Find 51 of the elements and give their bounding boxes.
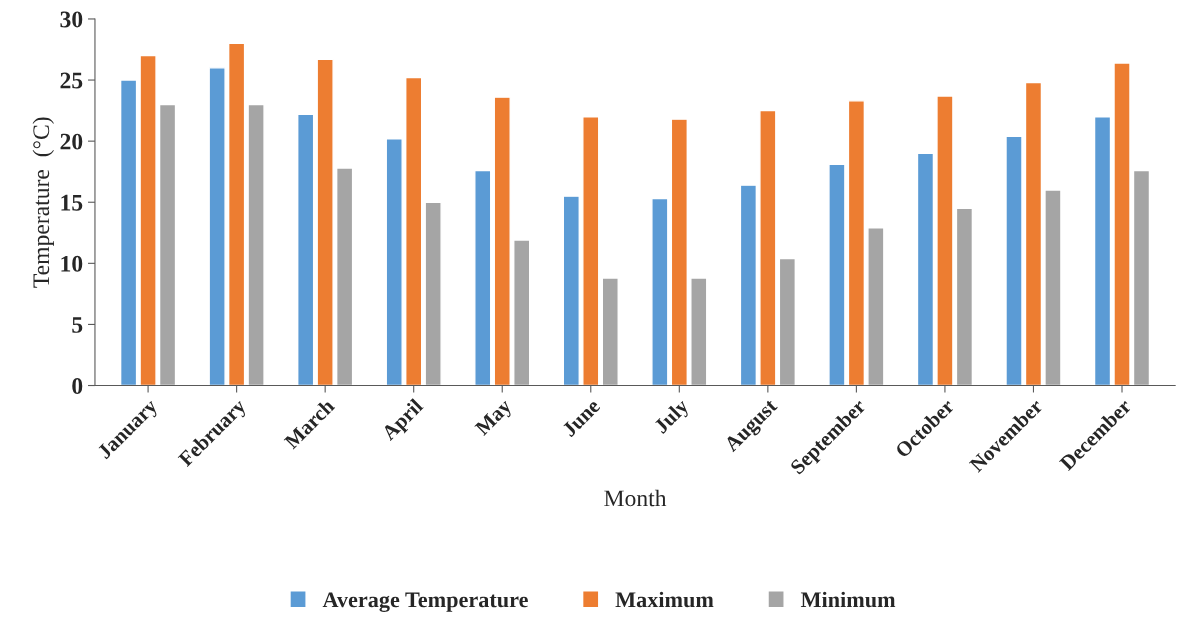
y-tick-label: 10 <box>61 255 83 272</box>
x-tick-label: June <box>561 398 601 438</box>
bar <box>1113 62 1131 386</box>
bar <box>847 100 866 386</box>
bar <box>424 201 442 386</box>
legend-label: Maximum <box>615 591 714 608</box>
bar <box>1005 135 1023 386</box>
bar <box>405 76 423 386</box>
bar <box>493 96 511 386</box>
bar <box>385 138 403 386</box>
x-tick-label: May <box>474 398 516 440</box>
bar <box>867 227 885 386</box>
bar <box>582 116 600 386</box>
bar <box>1024 81 1043 386</box>
bar <box>1132 169 1151 386</box>
bar <box>601 277 619 386</box>
x-tick-label: July <box>652 397 693 438</box>
bar <box>690 277 708 386</box>
y-tick-label: 0 <box>72 378 83 394</box>
y-tick-label: 5 <box>72 317 83 333</box>
bar <box>936 95 954 386</box>
bar <box>562 195 580 386</box>
bar <box>955 207 974 386</box>
bar <box>670 118 688 386</box>
y-tick-label: 30 <box>60 11 83 28</box>
bar <box>739 184 758 386</box>
bar <box>227 42 246 386</box>
y-tick-label: 25 <box>60 72 83 89</box>
bar <box>247 103 265 386</box>
bar <box>158 103 177 386</box>
bar <box>316 58 334 386</box>
legend-label: Average Temperature <box>322 592 528 612</box>
y-tick-label: 15 <box>61 194 83 211</box>
bar <box>208 67 226 386</box>
bar <box>828 163 846 386</box>
bar <box>759 109 777 386</box>
y-axis-title: Temperature (°C) <box>32 117 54 288</box>
bar <box>1093 116 1112 386</box>
y-tick-label: 20 <box>60 133 83 150</box>
bar <box>513 239 531 386</box>
bar <box>474 169 492 386</box>
bar <box>297 113 315 386</box>
bar <box>651 197 669 386</box>
x-axis-title: Month <box>604 489 667 507</box>
bar <box>139 54 157 386</box>
bar <box>119 79 138 386</box>
legend-label: Minimum <box>800 591 896 608</box>
bar <box>916 152 935 386</box>
bar <box>1044 189 1062 386</box>
bar <box>778 257 796 386</box>
bar <box>335 167 354 386</box>
